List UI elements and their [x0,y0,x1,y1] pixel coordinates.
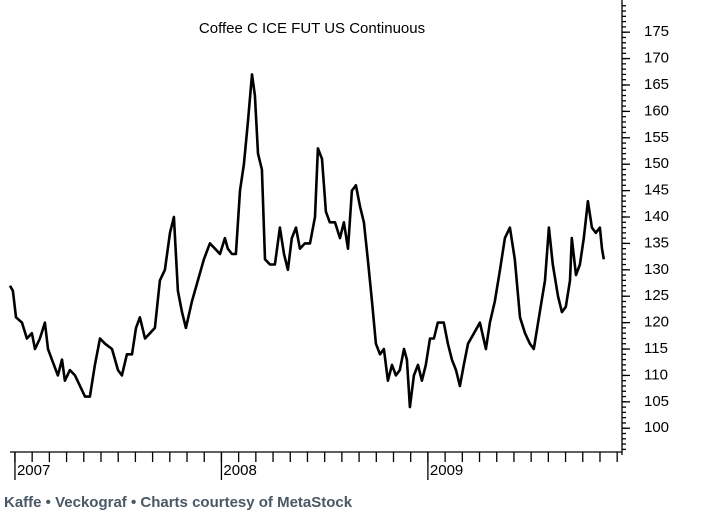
y-tick-label: 160 [644,102,669,119]
y-tick-label: 125 [644,287,669,304]
y-tick-label: 145 [644,182,669,199]
y-tick-label: 140 [644,208,669,225]
y-tick-label: 155 [644,129,669,146]
y-tick-label: 115 [644,340,668,357]
chart-title: Coffee C ICE FUT US Continuous [199,20,425,37]
y-tick-label: 150 [644,155,669,172]
footer: Kaffe • Veckograf • Charts courtesy of M… [4,494,353,511]
price-line [8,73,606,409]
x-tick-label: 2008 [223,462,256,479]
y-tick-label: 170 [644,50,669,67]
y-tick-label: 135 [644,234,669,251]
x-tick-label: 2007 [17,462,50,479]
y-tick-label: 175 [644,23,669,40]
x-tick-label: 2009 [430,462,463,479]
y-tick-label: 130 [644,261,669,278]
y-tick-label: 105 [644,393,669,410]
y-tick-label: 120 [644,314,669,331]
y-tick-label: 165 [644,76,669,93]
y-tick-label: 110 [644,366,668,383]
y-tick-label: 100 [644,419,669,436]
